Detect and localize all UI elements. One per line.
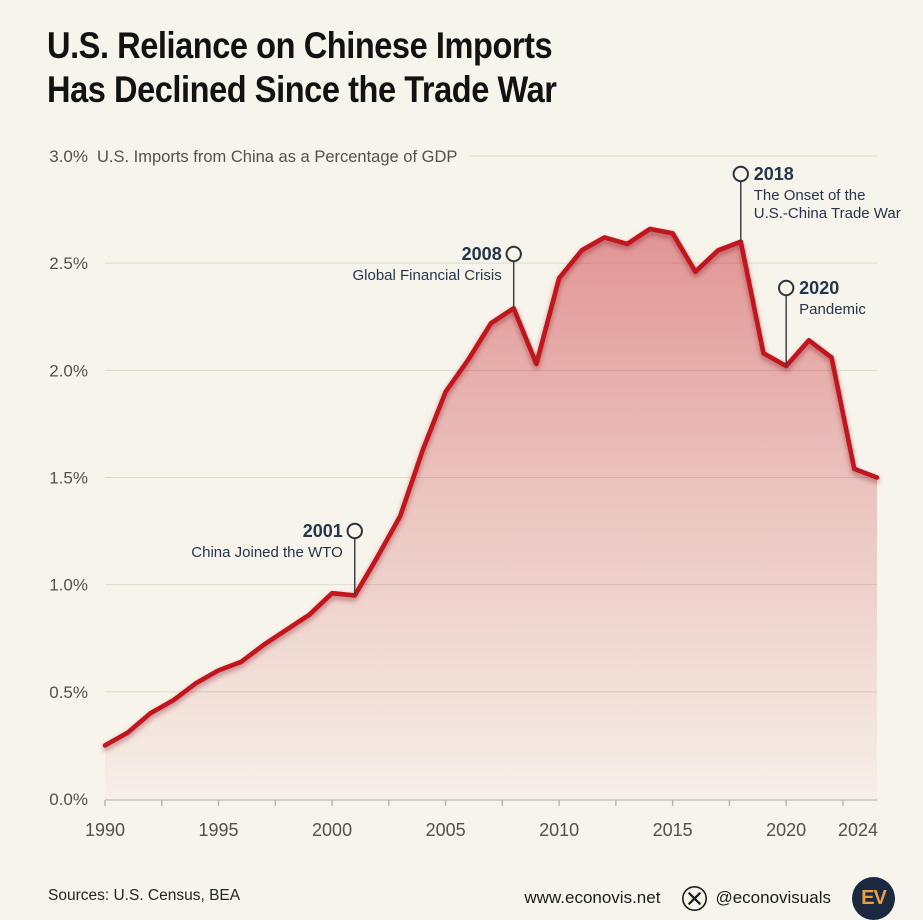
x-axis [104, 799, 877, 806]
x-axis-label: 2005 [426, 820, 466, 840]
annotation-text: U.S.-China Trade War [754, 205, 901, 222]
econovis-logo: EV [852, 876, 895, 920]
area-fill [105, 228, 877, 799]
x-axis-label: 2000 [312, 820, 352, 840]
y-axis-label: 2.0% [49, 361, 88, 380]
y-axis-label: 0.5% [49, 683, 88, 702]
title-block: U.S. Reliance on Chinese Imports Has Dec… [47, 24, 626, 112]
annotation-2008: 2008 Global Financial Crisis [352, 244, 522, 309]
footer-right: www.econovis.net @econovisuals EV [524, 876, 895, 920]
annotation-text: Pandemic [799, 301, 866, 318]
annotation-marker [505, 245, 522, 263]
annotations: 2001 China Joined the WTO 2008 Global Finan… [191, 164, 901, 596]
x-axis-label: 2020 [766, 820, 806, 840]
annotation-marker [732, 165, 749, 183]
area-fill-layer [105, 228, 877, 799]
chart-title-line2: Has Declined Since the Trade War [47, 69, 557, 110]
y-axis-label: 0.0% [49, 790, 88, 809]
annotation-year: 2001 [303, 521, 343, 541]
annotation-text: China Joined the WTO [191, 544, 342, 561]
imports-gdp-chart: 3.0% U.S. Imports from China as a Percen… [49, 147, 901, 840]
y-axis-labels: 0.0% 0.5% 1.0% 1.5% 2.0% 2.5% [49, 254, 88, 809]
footer: Sources: U.S. Census, BEA www.econovis.n… [0, 876, 923, 920]
y-axis-label: 1.0% [49, 576, 88, 595]
annotation-text: Global Financial Crisis [352, 267, 501, 284]
x-axis-label: 2024 [838, 820, 878, 840]
x-axis-label: 2015 [653, 820, 693, 840]
annotation-year: 2020 [799, 278, 839, 298]
chart-title-line1: U.S. Reliance on Chinese Imports [47, 25, 553, 66]
website-link[interactable]: www.econovis.net [524, 888, 661, 907]
annotation-marker [777, 279, 795, 297]
x-axis-label: 1990 [85, 820, 125, 840]
y-axis-label: 1.5% [49, 469, 88, 488]
y-axis-top-label: 3.0% [49, 147, 88, 166]
x-axis-label: 1995 [199, 820, 239, 840]
social-handle: @econovisuals [715, 888, 831, 907]
annotation-year: 2018 [754, 164, 794, 184]
annotation-2020: 2020 Pandemic [777, 278, 866, 367]
sources-note: Sources: U.S. Census, BEA [48, 887, 241, 904]
series-line [102, 226, 880, 748]
social-handle-group[interactable]: @econovisuals [681, 885, 831, 912]
y-axis-label: 2.5% [49, 254, 88, 273]
annotation-marker [346, 522, 363, 540]
x-axis-labels: 1990 1995 2000 2005 2010 2015 2020 2024 [85, 820, 878, 840]
annotation-2001: 2001 China Joined the WTO [191, 521, 363, 596]
annotation-text: The Onset of the [754, 187, 866, 204]
x-social-icon [682, 885, 708, 911]
x-axis-label: 2010 [539, 820, 579, 840]
annotation-year: 2008 [462, 244, 502, 264]
y-axis-title: U.S. Imports from China as a Percentage … [97, 148, 457, 166]
series-line-layer [102, 226, 880, 748]
